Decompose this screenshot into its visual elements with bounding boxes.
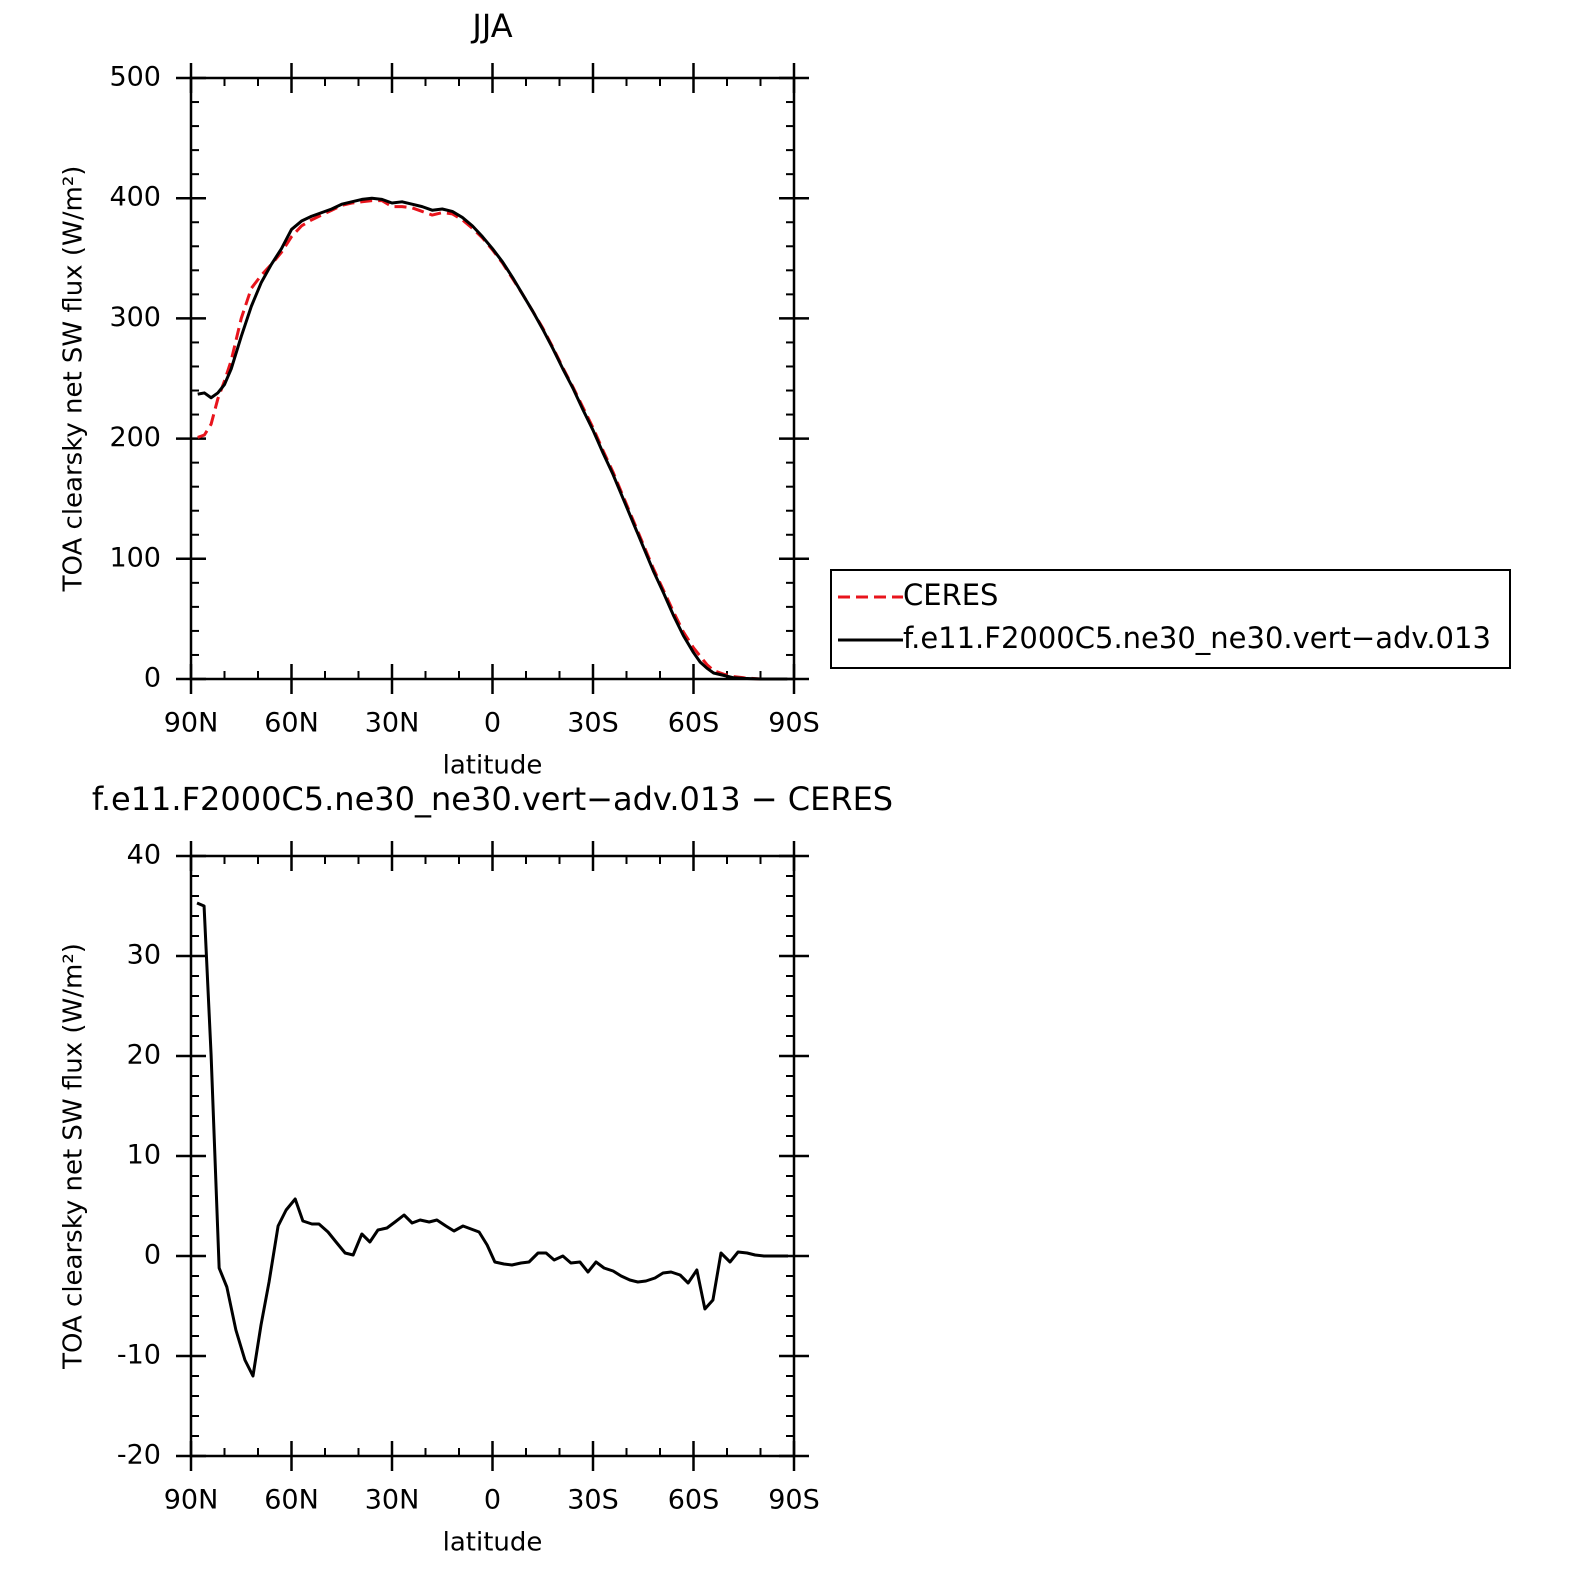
- x-tick-label: 30S: [567, 1485, 619, 1516]
- chart-title: f.e11.F2000C5.ne30_ne30.vert−adv.013 − C…: [92, 780, 893, 818]
- y-tick-label: 300: [109, 302, 161, 333]
- x-tick-label: 30S: [567, 708, 619, 739]
- x-tick-label: 90N: [164, 708, 219, 739]
- legend: CERES f.e11.F2000C5.ne30_ne30.vert−adv.01…: [830, 569, 1511, 669]
- data-line: [196, 901, 788, 1378]
- y-tick-label: 40: [127, 840, 161, 871]
- x-axis-label: latitude: [443, 751, 543, 781]
- y-tick-label: 20: [127, 1040, 161, 1071]
- x-tick-label: 30N: [365, 708, 420, 739]
- x-tick-label: 60S: [668, 708, 720, 739]
- x-tick-label: 60N: [264, 708, 319, 739]
- chart-title: JJA: [470, 7, 512, 45]
- y-tick-label: 200: [109, 422, 161, 453]
- y-tick-label: 10: [127, 1140, 161, 1171]
- y-tick-label: 0: [144, 1240, 161, 1271]
- y-tick-label: -20: [117, 1440, 161, 1471]
- panel: f.e11.F2000C5.ne30_ne30.vert−adv.013 − C…: [59, 780, 894, 1558]
- y-tick-label: 400: [109, 182, 161, 213]
- x-tick-label: 0: [484, 708, 501, 739]
- x-tick-label: 30N: [365, 1485, 420, 1516]
- x-tick-label: 60N: [264, 1485, 319, 1516]
- legend-label: f.e11.F2000C5.ne30_ne30.vert−adv.013: [903, 621, 1491, 655]
- y-tick-label: -10: [117, 1340, 161, 1371]
- y-tick-label: 100: [109, 542, 161, 573]
- legend-label: CERES: [903, 578, 998, 612]
- data-line: [197, 196, 788, 681]
- plot-frame: [189, 854, 796, 1458]
- x-tick-label: 90S: [768, 708, 820, 739]
- x-tick-label: 90S: [768, 1485, 820, 1516]
- plot-frame: [189, 76, 796, 681]
- y-tick-label: 500: [109, 62, 161, 93]
- panel: JJA 0 100 200 300 400 500 90N 60N 30N 0 30S 60S 90S la…: [59, 7, 1511, 781]
- x-tick-label: 90N: [164, 1485, 219, 1516]
- y-axis-label: TOA clearsky net SW flux (W/m²): [59, 166, 89, 593]
- y-tick-label: 0: [144, 663, 161, 694]
- x-tick-label: 60S: [668, 1485, 720, 1516]
- x-tick-label: 0: [484, 1485, 501, 1516]
- legend-box: [830, 569, 1511, 669]
- x-axis-label: latitude: [443, 1528, 543, 1558]
- y-axis-label: TOA clearsky net SW flux (W/m²): [59, 943, 89, 1370]
- data-line: [197, 199, 788, 681]
- y-tick-label: 30: [127, 940, 161, 971]
